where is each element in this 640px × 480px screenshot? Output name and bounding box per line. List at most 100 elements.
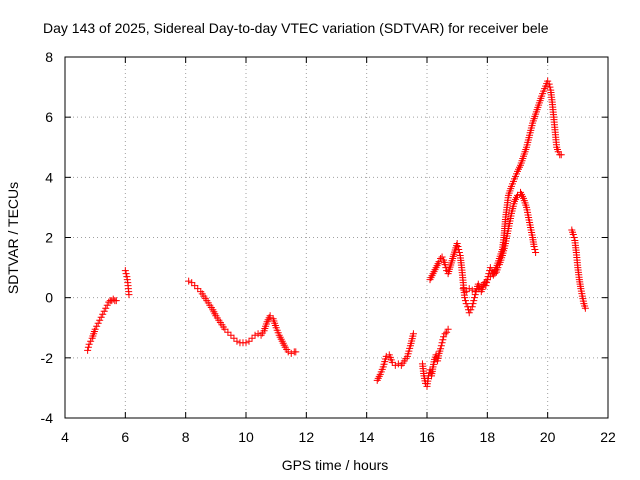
data-point (185, 277, 193, 285)
data-point (245, 337, 253, 345)
x-tick-label: 22 (600, 429, 616, 445)
data-point-interp (546, 83, 554, 91)
data-point (486, 264, 494, 272)
data-point (112, 297, 120, 305)
data-point (91, 325, 99, 333)
data-point (514, 191, 521, 199)
data-point (471, 288, 479, 296)
data-point (388, 358, 396, 366)
data-point-interp (531, 246, 539, 254)
data-point (462, 288, 470, 296)
data-point-interp (427, 369, 435, 377)
data-point (461, 294, 469, 302)
data-point (462, 300, 470, 308)
data-point (287, 349, 295, 357)
data-point (99, 310, 107, 318)
data-point (468, 286, 476, 294)
data-point (438, 253, 446, 261)
data-point (437, 255, 445, 263)
data-point (443, 328, 451, 336)
x-tick-label: 8 (182, 429, 190, 445)
data-point-interp (469, 300, 477, 308)
data-point (483, 276, 491, 284)
data-point (438, 339, 446, 347)
data-point (435, 258, 443, 266)
x-tick-labels: 4 6 8 10 12 14 16 18 20 22 (61, 429, 616, 445)
data-point-interp (570, 234, 578, 241)
data-point (444, 325, 452, 333)
data-point (109, 295, 117, 303)
data-point (409, 330, 417, 338)
data-point (93, 322, 101, 330)
data-point (569, 230, 577, 238)
data-point (254, 330, 262, 338)
data-point (453, 240, 461, 248)
data-point (103, 301, 111, 309)
data-point (97, 313, 105, 321)
data-point (530, 243, 538, 251)
x-tick-label: 14 (359, 429, 375, 445)
y-tick-label: 8 (45, 49, 53, 65)
data-point (391, 361, 399, 369)
x-tick-label: 12 (299, 429, 315, 445)
data-point (194, 285, 202, 293)
data-point (102, 304, 110, 312)
data-point (284, 348, 292, 356)
y-tick-label: -2 (41, 350, 54, 366)
data-point (394, 360, 402, 368)
data-point-interp (455, 249, 463, 257)
data-point (486, 273, 494, 281)
data-point (233, 337, 241, 345)
data-point (94, 319, 102, 327)
data-point (544, 77, 552, 85)
data-point (230, 334, 238, 342)
data-point (121, 267, 129, 275)
data-point (96, 316, 104, 324)
data-point (437, 345, 445, 353)
data-point (382, 352, 390, 360)
data-point (224, 328, 232, 336)
data-point (105, 298, 113, 306)
data-point (554, 148, 562, 156)
data-point (441, 330, 449, 338)
data-point (581, 304, 589, 312)
data-point (557, 151, 565, 159)
data-point (221, 325, 229, 333)
data-point-interp (84, 343, 92, 351)
y-axis-label: SDTVAR / TECUs (5, 182, 21, 294)
data-point-interp (437, 342, 445, 350)
data-point (188, 279, 196, 287)
data-point (465, 285, 473, 293)
data-point-interp (471, 294, 479, 302)
y-tick-label: 6 (45, 109, 53, 125)
data-point (87, 337, 95, 345)
data-point (532, 249, 540, 257)
data-point-interp (461, 297, 469, 305)
data-point-interp (122, 270, 130, 278)
data-point (248, 334, 256, 342)
x-axis-label: GPS time / hours (282, 457, 389, 473)
x-tick-label: 18 (480, 429, 496, 445)
y-tick-label: 2 (45, 230, 53, 246)
data-point (227, 331, 235, 339)
data-point (84, 346, 92, 354)
data-point (459, 285, 467, 293)
data-point (292, 348, 300, 356)
y-tick-labels: -4 -2 0 2 4 6 8 (41, 49, 54, 426)
data-point-interp (454, 243, 462, 251)
chart-title: Day 143 of 2025, Sidereal Day-to-day VTE… (43, 20, 549, 36)
data-point (85, 340, 93, 348)
axis-ticks (64, 56, 609, 419)
data-point (470, 297, 478, 305)
data-point (545, 80, 553, 88)
data-point (474, 285, 482, 293)
data-point (468, 303, 476, 311)
grid-lines (65, 57, 608, 418)
data-point (251, 331, 259, 339)
data-point (465, 309, 473, 317)
data-point (191, 282, 199, 290)
x-tick-label: 6 (121, 429, 129, 445)
data-point (266, 312, 274, 320)
